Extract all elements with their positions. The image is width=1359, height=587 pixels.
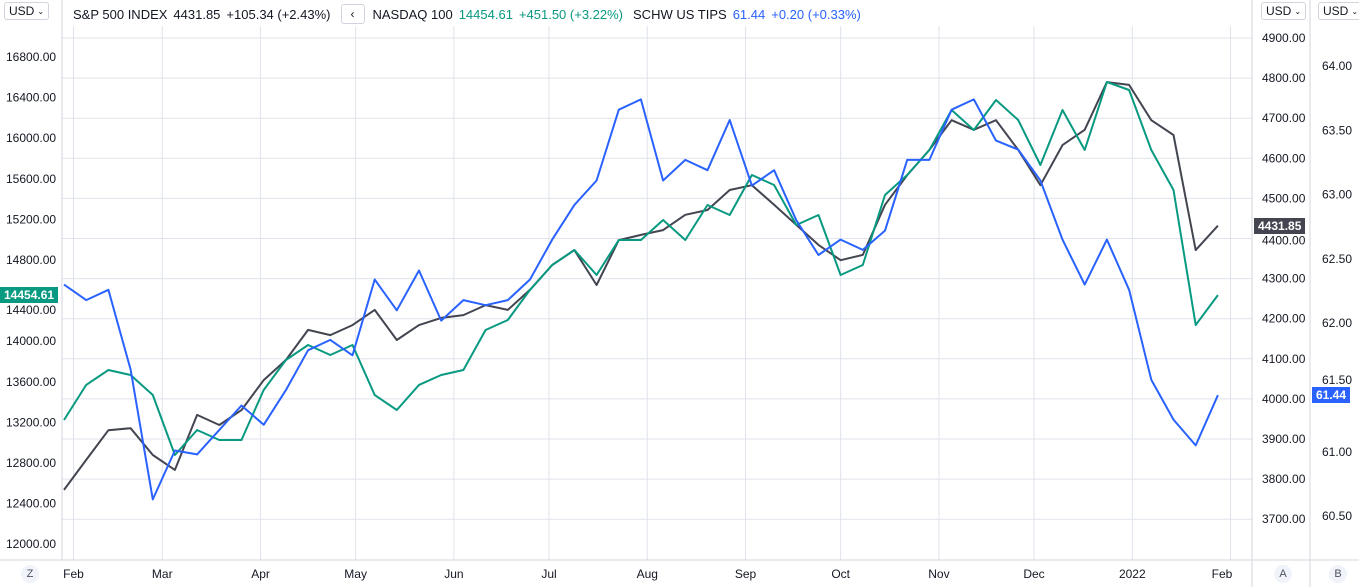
y-tick-label-a: 4700.00	[1262, 111, 1306, 125]
x-tick-label: Dec	[1023, 567, 1044, 581]
x-tick-label: Aug	[637, 567, 658, 581]
currency-selector-a[interactable]: USD ⌄	[1261, 2, 1307, 20]
y-tick-label-b: 62.00	[1322, 316, 1352, 330]
scale-button-a[interactable]: A	[1274, 565, 1292, 583]
x-tick-label: Jun	[444, 567, 463, 581]
y-tick-label-b: 64.00	[1322, 59, 1352, 73]
y-tick-label-left: 12800.00	[6, 456, 56, 470]
y-tick-label-a: 3900.00	[1262, 432, 1306, 446]
y-tick-label-a: 4600.00	[1262, 151, 1306, 165]
y-tick-label-left: 12000.00	[6, 537, 56, 551]
collapse-legend-button[interactable]: ‹	[340, 4, 365, 24]
y-tick-label-left: 14800.00	[6, 253, 56, 267]
y-tick-label-a: 4500.00	[1262, 191, 1306, 205]
legend-tips[interactable]: SCHW US TIPS 61.44 +0.20 (+0.33%)	[633, 6, 861, 22]
series-line-nasdaq-100	[63, 81, 1219, 456]
x-tick-label: Mar	[152, 567, 173, 581]
y-tick-label-a: 4300.00	[1262, 272, 1306, 286]
y-tick-label-left: 16400.00	[6, 91, 56, 105]
y-tick-label-left: 14000.00	[6, 334, 56, 348]
y-tick-label-a: 4900.00	[1262, 31, 1306, 45]
last-value-badge-sp500: 4431.85	[1254, 217, 1306, 234]
y-tick-label-left: 13200.00	[6, 415, 56, 429]
y-tick-label-a: 4200.00	[1262, 312, 1306, 326]
y-tick-label-b: 61.00	[1322, 445, 1352, 459]
x-tick-label: Jul	[541, 567, 556, 581]
currency-selector-b[interactable]: USD ⌄	[1318, 2, 1359, 20]
y-tick-label-a: 4400.00	[1262, 234, 1306, 248]
y-tick-label-a: 3800.00	[1262, 472, 1306, 486]
legend-sp500[interactable]: S&P 500 INDEX 4431.85 +105.34 (+2.43%)	[73, 6, 331, 22]
y-tick-label-left: 14400.00	[6, 303, 56, 317]
grid	[62, 26, 1252, 560]
chevron-down-icon: ⌄	[1351, 6, 1359, 16]
y-tick-label-left: 15200.00	[6, 212, 56, 226]
y-tick-label-b: 63.50	[1322, 123, 1352, 137]
y-tick-label-b: 62.50	[1322, 252, 1352, 266]
series-line-schw-us-tips	[63, 98, 1219, 501]
chevron-left-icon: ‹	[350, 7, 355, 21]
x-tick-label: Feb	[1212, 567, 1233, 581]
currency-selector-left[interactable]: USD ⌄	[4, 2, 50, 20]
last-value-badge-nasdaq: 14454.61	[0, 287, 59, 304]
y-tick-label-left: 13600.00	[6, 375, 56, 389]
legend-nasdaq[interactable]: NASDAQ 100 14454.61 +451.50 (+3.22%)	[372, 6, 624, 22]
series-lines	[63, 81, 1219, 501]
y-tick-label-b: 60.50	[1322, 509, 1352, 523]
x-tick-label: Feb	[63, 567, 84, 581]
y-tick-label-left: 12400.00	[6, 497, 56, 511]
y-tick-label-left: 15600.00	[6, 172, 56, 186]
y-tick-label-left: 16800.00	[6, 50, 56, 64]
x-tick-label: Sep	[735, 567, 757, 581]
scale-button-b[interactable]: B	[1329, 565, 1347, 583]
y-tick-label-a: 4000.00	[1262, 392, 1306, 406]
x-tick-label: Oct	[831, 567, 850, 581]
chevron-down-icon: ⌄	[1294, 6, 1302, 16]
x-tick-label: May	[344, 567, 367, 581]
last-value-badge-tips: 61.44	[1312, 387, 1351, 404]
y-tick-label-a: 4800.00	[1262, 71, 1306, 85]
y-tick-label-b: 61.50	[1322, 373, 1352, 387]
y-tick-label-a: 4100.00	[1262, 352, 1306, 366]
x-tick-label: Apr	[251, 567, 270, 581]
x-tick-label: 2022	[1119, 567, 1146, 581]
y-tick-label-a: 3700.00	[1262, 512, 1306, 526]
x-tick-label: Nov	[928, 567, 949, 581]
scale-button-z[interactable]: Z	[21, 565, 39, 583]
series-line-s-p-500-index	[63, 81, 1219, 491]
y-tick-label-left: 16000.00	[6, 131, 56, 145]
y-tick-label-b: 63.00	[1322, 188, 1352, 202]
chevron-down-icon: ⌄	[37, 6, 45, 16]
legend: S&P 500 INDEX 4431.85 +105.34 (+2.43%) ‹ N…	[73, 4, 867, 24]
